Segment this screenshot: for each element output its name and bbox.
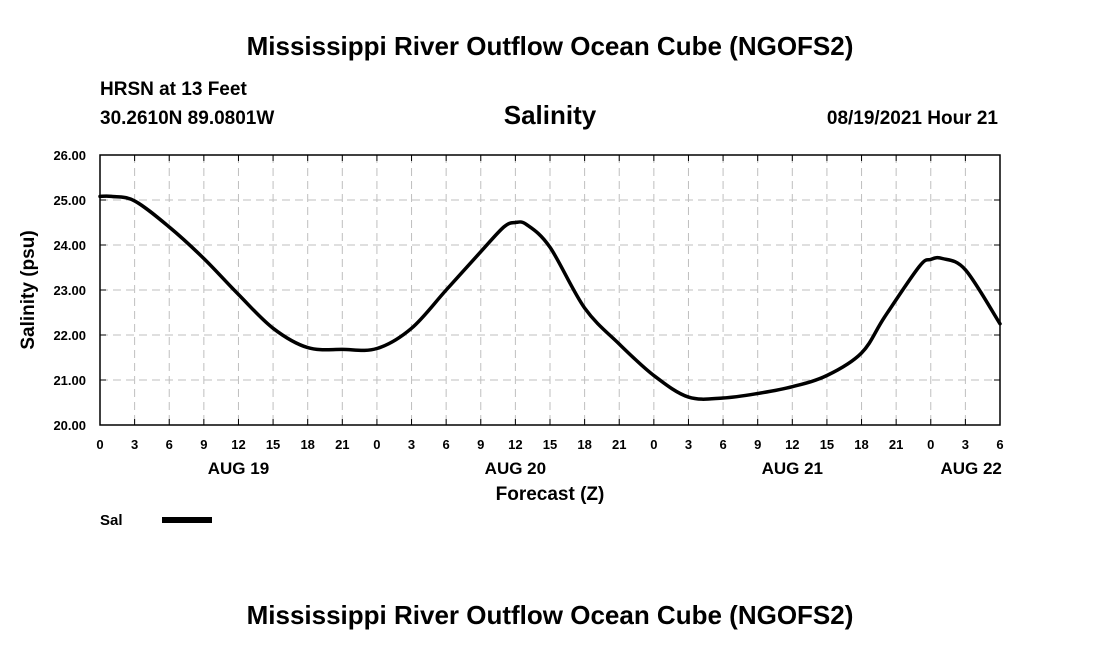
x-tick-label: 3 — [685, 437, 692, 452]
y-tick-label: 23.00 — [53, 283, 86, 298]
x-axis-label: Forecast (Z) — [496, 484, 605, 505]
x-tick-label: 21 — [335, 437, 349, 452]
x-tick-label: 15 — [266, 437, 280, 452]
x-tick-label: 18 — [577, 437, 591, 452]
y-tick-label: 22.00 — [53, 328, 86, 343]
day-labels: AUG 19 AUG 20 AUG 21 AUG 22 — [208, 459, 1002, 478]
x-tick-label: 0 — [373, 437, 380, 452]
x-tick-label: 6 — [996, 437, 1003, 452]
legend: Sal — [100, 512, 212, 529]
chart-title: Mississippi River Outflow Ocean Cube (NG… — [247, 31, 854, 61]
location-label: 30.2610N 89.0801W — [100, 108, 274, 129]
day-label: AUG 19 — [208, 459, 269, 478]
x-tick-label: 21 — [612, 437, 626, 452]
x-tick-label: 6 — [166, 437, 173, 452]
x-tick-label: 15 — [543, 437, 557, 452]
x-tick-label: 3 — [962, 437, 969, 452]
x-tick-label: 9 — [477, 437, 484, 452]
day-label: AUG 21 — [762, 459, 823, 478]
y-tick-label: 25.00 — [53, 193, 86, 208]
x-tick-label: 6 — [719, 437, 726, 452]
y-tick-labels: 20.00 21.00 22.00 23.00 24.00 25.00 26.00 — [53, 148, 86, 433]
footer-title: Mississippi River Outflow Ocean Cube (NG… — [247, 600, 854, 630]
y-tick-label: 20.00 — [53, 418, 86, 433]
x-tick-label: 3 — [408, 437, 415, 452]
x-tick-label: 21 — [889, 437, 903, 452]
x-tick-label: 9 — [200, 437, 207, 452]
day-label: AUG 20 — [485, 459, 546, 478]
x-tick-label: 0 — [650, 437, 657, 452]
x-tick-label: 18 — [854, 437, 868, 452]
x-tick-label: 18 — [300, 437, 314, 452]
x-tick-label: 0 — [96, 437, 103, 452]
y-tick-label: 26.00 — [53, 148, 86, 163]
x-tick-label: 12 — [785, 437, 799, 452]
x-tick-label: 15 — [820, 437, 834, 452]
legend-label-sal: Sal — [100, 512, 123, 529]
x-tick-label: 3 — [131, 437, 138, 452]
day-label: AUG 22 — [940, 459, 1001, 478]
x-tick-label: 9 — [754, 437, 761, 452]
x-tick-label: 6 — [443, 437, 450, 452]
x-tick-label: 12 — [231, 437, 245, 452]
gridlines — [100, 155, 1000, 425]
x-tick-labels: 0 3 6 9 12 15 18 21 0 3 6 9 12 15 18 21 0 3 6 9 12 15 18 21 0 3 6 — [96, 437, 1003, 452]
x-tick-label: 0 — [927, 437, 934, 452]
station-label: HRSN at 13 Feet — [100, 79, 247, 100]
chart-subtitle: Salinity — [504, 100, 597, 130]
forecast-timestamp: 08/19/2021 Hour 21 — [827, 108, 999, 129]
y-axis-label: Salinity (psu) — [18, 230, 39, 349]
y-tick-label: 24.00 — [53, 238, 86, 253]
x-tick-label: 12 — [508, 437, 522, 452]
plot-frame — [99, 154, 1001, 426]
y-tick-label: 21.00 — [53, 373, 86, 388]
salinity-series-line — [98, 194, 1002, 401]
